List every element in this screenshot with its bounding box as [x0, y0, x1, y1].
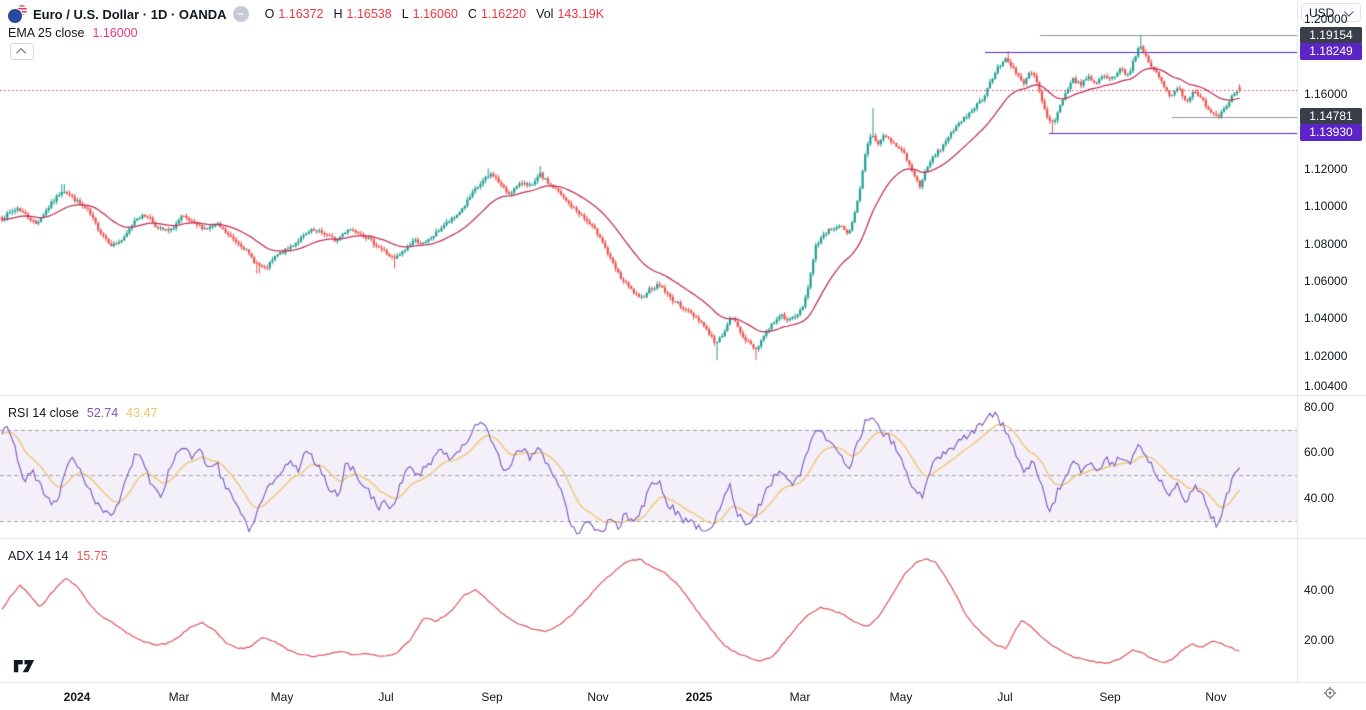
close-value: 1.16220: [480, 7, 527, 21]
time-axis-label: 2025: [685, 690, 713, 704]
rsi-ma-value: 43.47: [126, 406, 158, 420]
price-level-badge: 1.19154: [1300, 26, 1362, 44]
ema-value: 1.16000: [92, 26, 138, 40]
price-tick-label: 1.12000: [1304, 161, 1348, 176]
symbol-legend: Euro / U.S. Dollar · 1D · OANDA – O 1.16…: [8, 5, 604, 23]
price-tick-label: 1.02000: [1304, 348, 1348, 363]
low-label: L: [401, 7, 409, 21]
time-axis-label: Jul: [997, 690, 1013, 704]
adx-tick-label: 20.00: [1304, 633, 1335, 647]
time-axis-label: May: [270, 690, 294, 704]
price-level-badge: 1.13930: [1300, 124, 1362, 142]
chevron-up-icon: [15, 47, 26, 58]
price-level-badge: 1.14781: [1300, 108, 1362, 126]
rsi-legend[interactable]: RSI 14 close 52.74 43.47: [8, 406, 157, 420]
high-value: 1.16538: [346, 7, 392, 21]
rsi-tick-label: 60.00: [1304, 445, 1335, 460]
time-axis-label: Nov: [1205, 690, 1227, 704]
adx-legend[interactable]: ADX 14 14 15.75: [8, 549, 108, 563]
time-axis-label: Mar: [168, 690, 190, 704]
currency-selector[interactable]: USD: [1301, 3, 1361, 22]
market-status-icon[interactable]: –: [232, 6, 249, 22]
close-label: C: [467, 7, 477, 21]
time-axis-label: Nov: [587, 690, 609, 704]
rsi-label: RSI 14 close: [8, 406, 79, 420]
volume-value: 143.19K: [557, 7, 605, 21]
eurusd-pair-icon: [8, 5, 27, 23]
time-axis-label: Sep: [1099, 690, 1121, 704]
high-label: H: [333, 7, 343, 21]
gear-icon[interactable]: [1323, 686, 1337, 700]
tradingview-logo[interactable]: [13, 657, 43, 677]
ema-legend[interactable]: EMA 25 close 1.16000: [8, 26, 138, 40]
price-tick-label: 1.08000: [1304, 236, 1348, 251]
currency-selector-value: USD: [1309, 5, 1335, 20]
time-axis-label: Jul: [378, 690, 394, 704]
time-axis-label: 2024: [63, 690, 91, 704]
price-tick-label: 1.06000: [1304, 274, 1348, 288]
symbol-title[interactable]: Euro / U.S. Dollar · 1D · OANDA: [33, 6, 227, 22]
time-axis-label: Mar: [789, 690, 811, 704]
adx-label: ADX 14 14: [8, 549, 69, 563]
adx-value: 15.75: [76, 549, 108, 563]
price-tick-label: 1.16000: [1304, 87, 1348, 101]
collapse-legend-button[interactable]: [10, 43, 34, 60]
adx-tick-label: 40.00: [1304, 583, 1335, 597]
low-value: 1.16060: [412, 7, 458, 21]
rsi-tick-label: 40.00: [1304, 490, 1335, 505]
price-tick-label: 1.20000: [1304, 12, 1348, 27]
price-tick-label: 1.04000: [1304, 311, 1348, 326]
time-axis-label: Sep: [481, 690, 503, 704]
price-level-badge: 1.18249: [1300, 43, 1362, 61]
open-label: O: [264, 7, 275, 21]
open-value: 1.16372: [278, 7, 324, 21]
volume-label: Vol: [536, 7, 554, 21]
price-tick-label: 1.00400: [1304, 378, 1348, 393]
eu-flag-icon: [8, 9, 22, 23]
ohlc-values: O 1.16372 H 1.16538 L 1.16060 C 1.16220 …: [259, 7, 604, 21]
time-axis-label: May: [889, 690, 913, 704]
us-flag-icon: [17, 5, 27, 15]
rsi-value: 52.74: [86, 406, 119, 420]
rsi-tick-label: 80.00: [1304, 399, 1335, 414]
price-tick-label: 1.10000: [1304, 199, 1348, 214]
ema-label: EMA 25 close: [8, 26, 85, 40]
